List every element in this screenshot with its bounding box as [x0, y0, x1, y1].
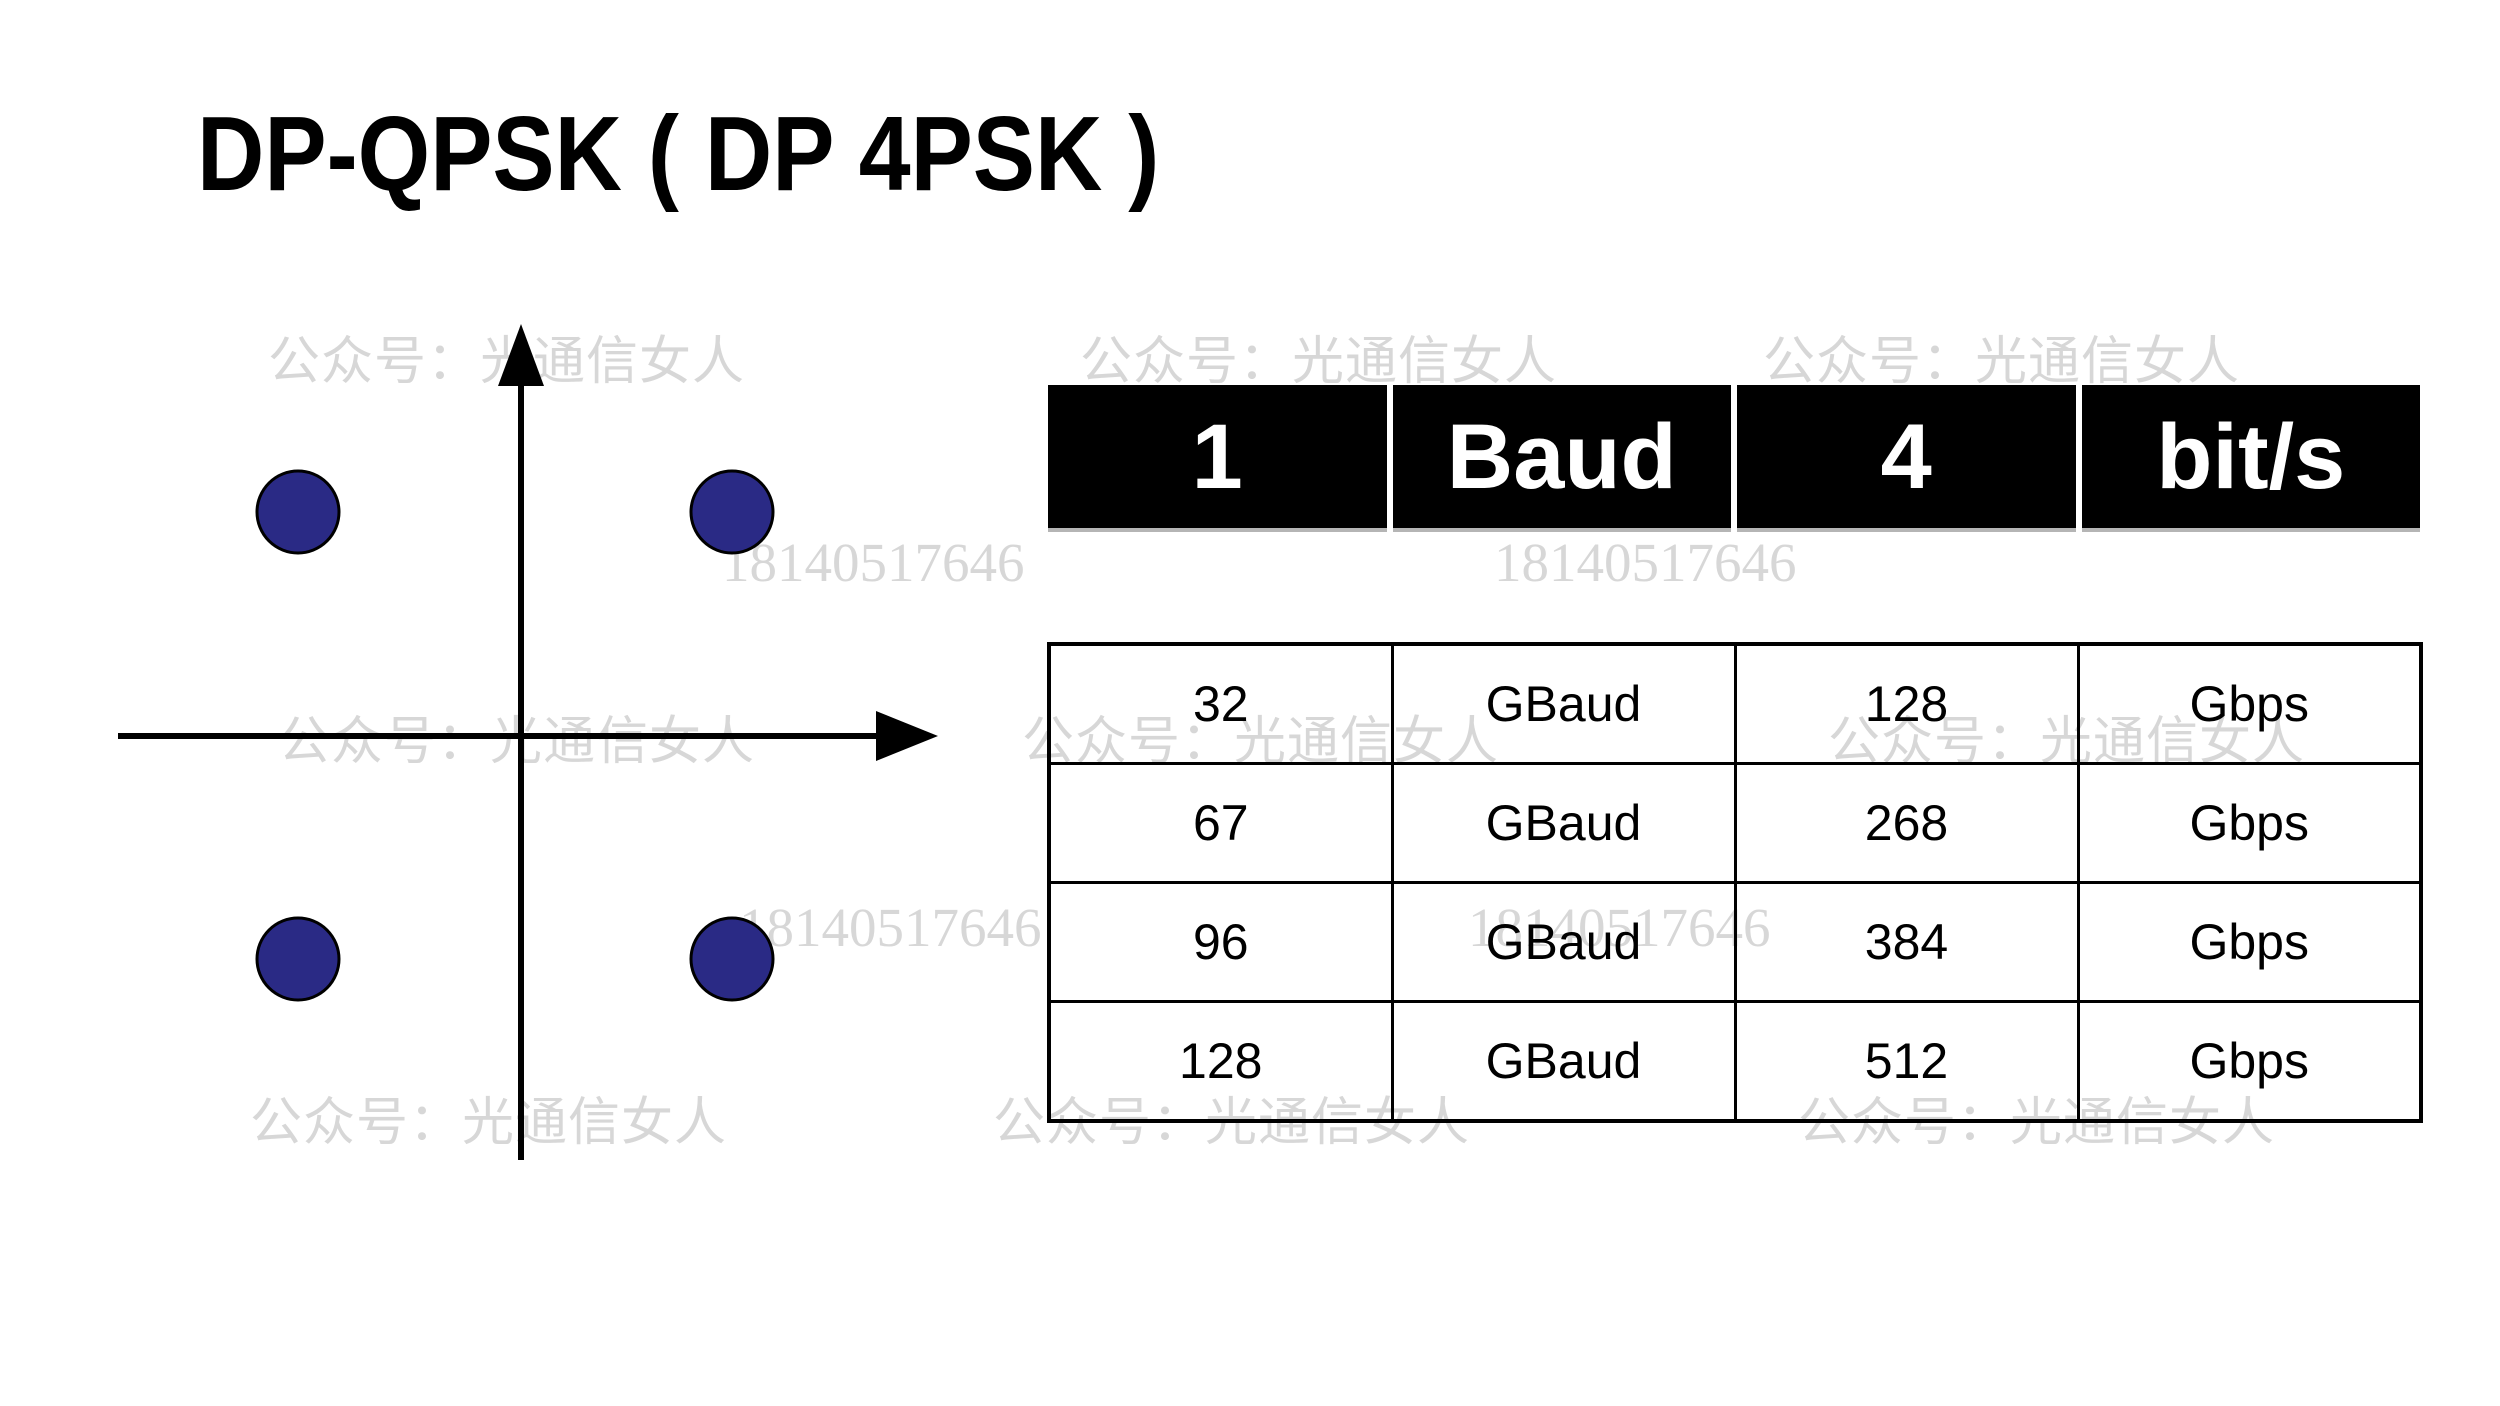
watermark-account: 公众号：光通信女人 — [1080, 334, 1558, 391]
cell-rate-unit: Gbps — [2076, 762, 2423, 884]
watermark-account: 公众号：光通信女人 — [1763, 334, 2241, 391]
table-row: 32 GBaud 128 Gbps — [1047, 642, 2423, 765]
cell-baud-value: 32 — [1047, 642, 1394, 765]
cell-baud-value: 96 — [1047, 881, 1394, 1003]
cell-baud-value: 128 — [1047, 1000, 1394, 1123]
header-cell-bit-count: 4 — [1737, 385, 2076, 528]
constellation-point — [689, 916, 775, 1002]
cell-baud-unit: GBaud — [1390, 881, 1737, 1003]
constellation-point — [689, 469, 775, 555]
header-cell-bit-unit: bit/s — [2081, 385, 2420, 528]
cell-rate-value: 512 — [1733, 1000, 2080, 1123]
watermark-phone: 18140517646 — [739, 897, 1042, 958]
cell-baud-value: 67 — [1047, 762, 1394, 884]
cell-rate-value: 384 — [1733, 881, 2080, 1003]
q-axis-arrowhead-icon — [498, 324, 544, 386]
watermark-account: 公众号：光通信女人 — [278, 714, 756, 771]
header-cell-symbol-count: 1 — [1048, 385, 1387, 528]
constellation-point — [255, 469, 341, 555]
i-axis-arrowhead-icon — [876, 711, 938, 761]
cell-rate-unit: Gbps — [2076, 642, 2423, 765]
watermark-account: 公众号：光通信女人 — [250, 1095, 728, 1152]
header-cell-baud-unit: Baud — [1392, 385, 1731, 528]
cell-baud-unit: GBaud — [1390, 762, 1737, 884]
page-title: DP-QPSK ( DP 4PSK ) — [197, 95, 1160, 213]
watermark-phone: 18140517646 — [722, 532, 1025, 593]
cell-rate-unit: Gbps — [2076, 1000, 2423, 1123]
rate-table: 32 GBaud 128 Gbps 67 GBaud 268 Gbps 96 G… — [1047, 642, 2423, 1123]
cell-rate-value: 128 — [1733, 642, 2080, 765]
rate-header-row: 1 Baud 4 bit/s — [1048, 385, 2420, 528]
watermark-phone: 18140517646 — [1494, 532, 1797, 593]
cell-rate-unit: Gbps — [2076, 881, 2423, 1003]
cell-baud-unit: GBaud — [1390, 1000, 1737, 1123]
cell-rate-value: 268 — [1733, 762, 2080, 884]
constellation-point — [255, 916, 341, 1002]
table-row: 128 GBaud 512 Gbps — [1047, 1000, 2423, 1123]
qpsk-constellation-diagram — [118, 324, 938, 1160]
cell-baud-unit: GBaud — [1390, 642, 1737, 765]
table-row: 96 GBaud 384 Gbps — [1047, 881, 2423, 1003]
table-row: 67 GBaud 268 Gbps — [1047, 762, 2423, 884]
